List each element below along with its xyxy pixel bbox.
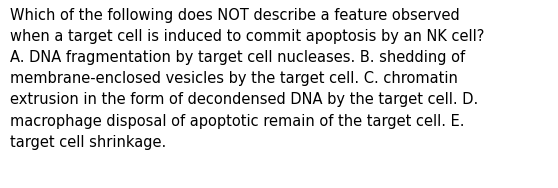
Text: Which of the following does NOT describe a feature observed
when a target cell i: Which of the following does NOT describe… [10, 8, 484, 150]
